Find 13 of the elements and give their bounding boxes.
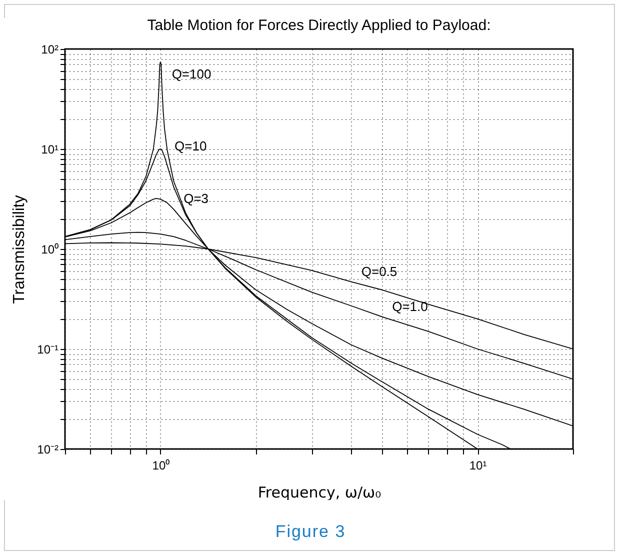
y-tick-label: 10⁻¹ xyxy=(37,342,59,356)
annotation: Q=1.0 xyxy=(392,298,428,314)
annotation: Q=10 xyxy=(174,138,207,154)
y-tick-label: 10⁻² xyxy=(37,442,59,456)
annotation: Q=100 xyxy=(172,66,212,82)
y-tick-label: 10² xyxy=(41,42,59,56)
y-tick-label: 10⁰ xyxy=(41,242,58,256)
caption: Figure 3 xyxy=(274,522,347,542)
y-axis-title: Transmissibility xyxy=(11,195,28,304)
annotation: Q=0.5 xyxy=(361,264,398,279)
chart-title: Table Motion for Forces Directly Applied to Payload: xyxy=(147,17,491,34)
y-tick-label: 10¹ xyxy=(41,142,59,156)
annotation: Q=3 xyxy=(184,191,209,206)
